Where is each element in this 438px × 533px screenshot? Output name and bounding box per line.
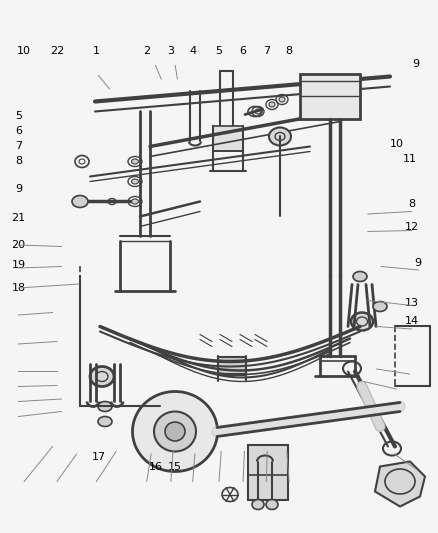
Text: 12: 12: [405, 222, 419, 232]
Text: 5: 5: [15, 111, 22, 122]
Text: 21: 21: [11, 213, 25, 223]
Text: 1: 1: [93, 46, 100, 56]
Text: 8: 8: [15, 157, 22, 166]
Ellipse shape: [98, 416, 112, 426]
Bar: [213, 126, 243, 151]
Text: 4: 4: [189, 46, 196, 56]
Ellipse shape: [351, 312, 373, 330]
Ellipse shape: [131, 159, 138, 164]
Text: 11: 11: [403, 154, 417, 164]
Bar: [300, 75, 360, 119]
Text: 15: 15: [168, 463, 182, 472]
Ellipse shape: [353, 271, 367, 281]
Ellipse shape: [373, 302, 387, 311]
Bar: [248, 445, 288, 499]
Text: 22: 22: [50, 46, 64, 56]
Text: 9: 9: [413, 59, 420, 69]
Ellipse shape: [133, 392, 218, 472]
Text: 20: 20: [11, 240, 25, 250]
Text: 19: 19: [11, 260, 25, 270]
Ellipse shape: [154, 411, 196, 451]
Text: 13: 13: [405, 297, 419, 308]
Bar: [218, 357, 246, 375]
Ellipse shape: [279, 97, 285, 102]
Polygon shape: [375, 462, 425, 506]
Text: 10: 10: [17, 46, 31, 56]
Text: 16: 16: [148, 463, 162, 472]
Text: 8: 8: [286, 46, 293, 56]
Text: 18: 18: [11, 283, 25, 293]
Text: 17: 17: [92, 453, 106, 463]
Text: 7: 7: [263, 46, 270, 56]
Text: 8: 8: [408, 199, 415, 209]
Text: 3: 3: [167, 46, 174, 56]
Text: 9: 9: [15, 184, 22, 194]
Ellipse shape: [131, 199, 138, 204]
Ellipse shape: [269, 102, 275, 107]
Text: 9: 9: [415, 258, 422, 268]
Text: 7: 7: [15, 141, 22, 151]
Ellipse shape: [72, 196, 88, 207]
Text: 14: 14: [405, 317, 419, 327]
Ellipse shape: [90, 367, 114, 386]
Ellipse shape: [131, 179, 138, 184]
Ellipse shape: [266, 499, 278, 510]
Ellipse shape: [98, 401, 112, 411]
Text: 6: 6: [240, 46, 247, 56]
Text: 6: 6: [15, 126, 22, 136]
Ellipse shape: [165, 422, 185, 441]
Ellipse shape: [269, 127, 291, 146]
Text: 10: 10: [389, 139, 403, 149]
Ellipse shape: [252, 499, 264, 510]
Ellipse shape: [255, 109, 261, 114]
Text: 2: 2: [143, 46, 150, 56]
Text: 5: 5: [215, 46, 223, 56]
